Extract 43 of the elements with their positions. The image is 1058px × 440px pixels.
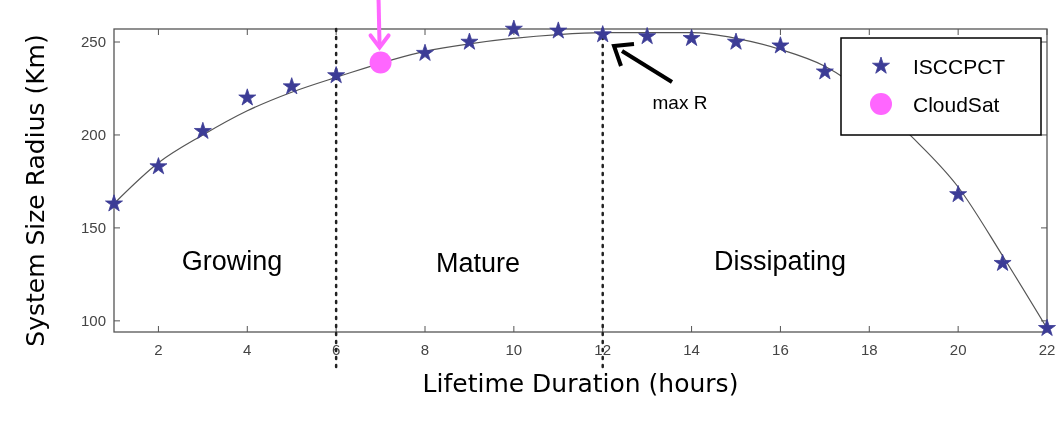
- point: [771, 36, 790, 54]
- x-tick-label: 6: [331, 341, 341, 358]
- annotation: Growing: [181, 246, 283, 276]
- point: [149, 157, 168, 175]
- x-tick-label: 14: [683, 341, 700, 358]
- point: [193, 121, 212, 139]
- point: [993, 253, 1012, 271]
- point: [815, 62, 834, 80]
- point: [460, 32, 479, 50]
- annotation: Mature: [435, 248, 521, 278]
- point: [682, 28, 701, 46]
- point: [282, 77, 301, 95]
- point: [416, 43, 434, 61]
- x-tick-label: 22: [1038, 341, 1056, 358]
- legend-label: ISCCPCT: [913, 55, 1006, 78]
- point: [949, 185, 968, 203]
- point: [593, 25, 612, 43]
- point: [369, 51, 392, 74]
- point: [638, 27, 657, 45]
- x-tick-label: 12: [594, 341, 612, 358]
- point: [504, 19, 523, 37]
- x-tick-label: 8: [420, 341, 430, 358]
- x-tick-label: 2: [154, 341, 163, 358]
- point: [549, 21, 568, 39]
- x-tick-label: 16: [772, 341, 789, 358]
- y-tick-label: 100: [80, 311, 106, 329]
- x-tick-label: 18: [860, 341, 878, 358]
- annotation: max R: [652, 92, 708, 113]
- y-tick-label: 150: [80, 218, 106, 236]
- point: [727, 32, 745, 50]
- annotation: Dissipating: [713, 246, 847, 276]
- y-tick-label: 250: [80, 33, 106, 51]
- point: [327, 66, 346, 84]
- y-axis-title: System Size Radius (Km): [21, 34, 50, 347]
- point: [105, 194, 123, 212]
- x-axis-title: Lifetime Duration (hours): [422, 369, 739, 398]
- x-tick-label: 4: [243, 341, 252, 358]
- x-tick-label: 10: [505, 341, 523, 358]
- point: [238, 88, 257, 106]
- y-tick-label: 200: [80, 125, 106, 143]
- legend-label: CloudSat: [913, 93, 1000, 116]
- x-tick-label: 20: [949, 341, 967, 358]
- point: [1038, 318, 1056, 336]
